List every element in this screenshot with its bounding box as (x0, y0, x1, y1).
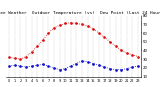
Title: Milwaukee Weather  Outdoor Temperature (vs)  Dew Point (Last 24 Hours): Milwaukee Weather Outdoor Temperature (v… (0, 11, 160, 15)
